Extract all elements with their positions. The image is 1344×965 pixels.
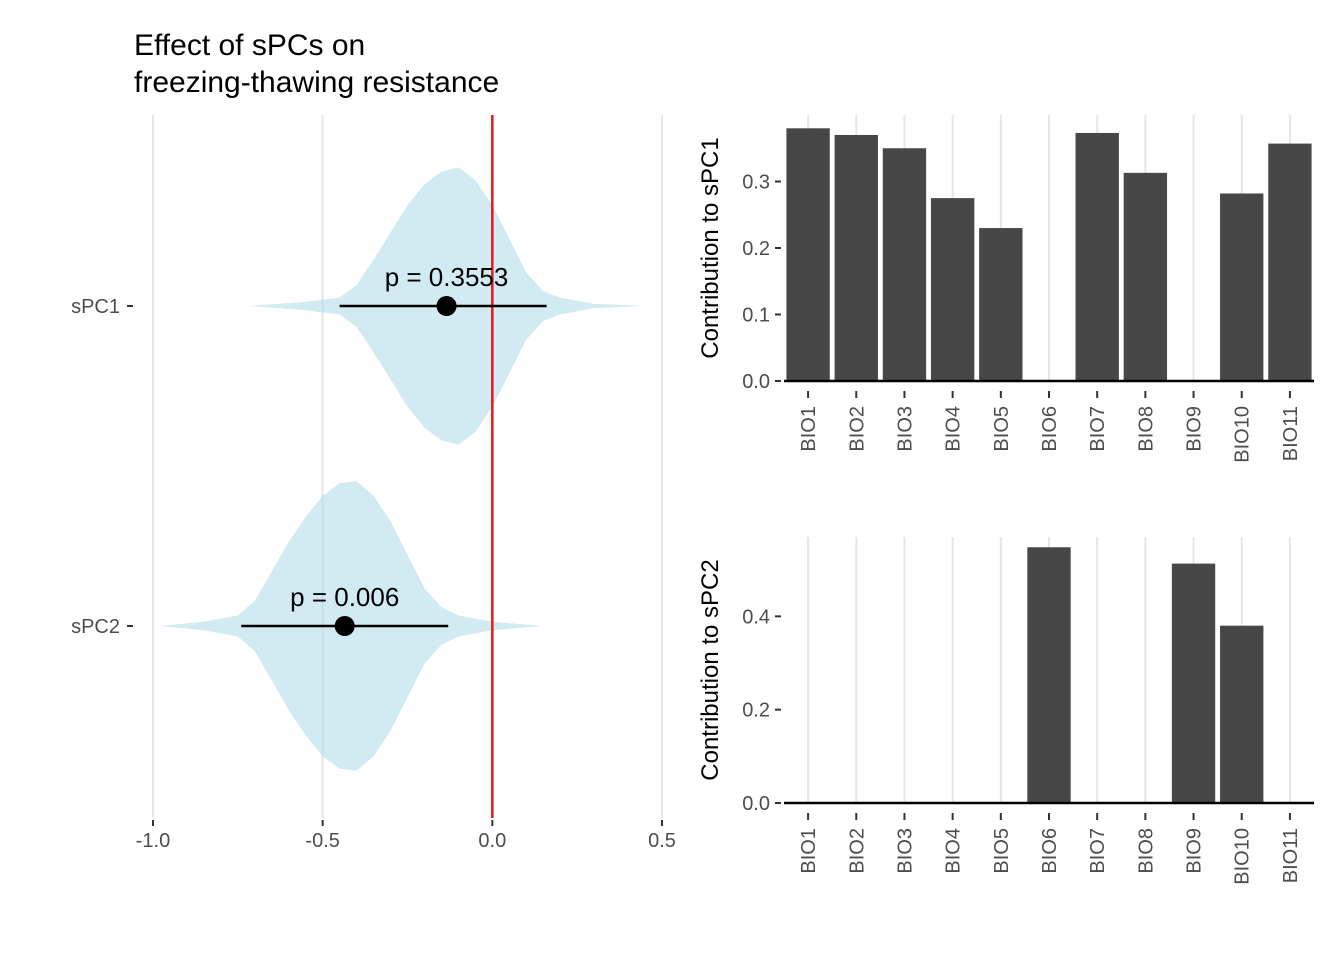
y-tick-label: 0.4	[742, 606, 770, 628]
bar-bio6	[1027, 547, 1071, 803]
x-tick-label-bio8: BIO8	[1135, 828, 1157, 874]
x-tick-label-bio2: BIO2	[846, 828, 868, 874]
x-tick-label-bio9: BIO9	[1184, 406, 1206, 452]
bar-bio7	[1075, 132, 1119, 381]
violins: p = 0.3553 p = 0.006	[159, 115, 645, 818]
y-axis-title: Contribution to sPC2	[697, 559, 724, 780]
y-tick-label-spc2: sPC2	[71, 616, 120, 638]
bar-bio9	[1171, 563, 1216, 803]
y-tick-label: 0.3	[742, 172, 770, 194]
y-tick-label-spc1: sPC1	[71, 296, 120, 318]
x-tick-label: -0.5	[305, 830, 339, 852]
x-tick-label-bio1: BIO1	[798, 406, 820, 452]
y-tick-label: 0.0	[742, 793, 770, 815]
x-tick-label-bio4: BIO4	[943, 406, 965, 452]
x-tick-label-bio7: BIO7	[1087, 828, 1109, 874]
y-axis-title: Contribution to sPC1	[697, 137, 724, 358]
x-tick-label-bio10: BIO10	[1232, 406, 1254, 463]
x-tick-label-bio11: BIO11	[1280, 828, 1302, 883]
bar-panel-spc2: 0.0 0.2 0.4 BIO1 BIO2 BIO3 BIO4 BIO5 BIO6 BIO7 BIO…	[697, 537, 1314, 885]
y-tick-label: 0.2	[742, 700, 770, 722]
x-tick-label: 0.0	[478, 830, 506, 852]
bar-bio3	[882, 148, 927, 381]
x-tick-label-bio9: BIO9	[1184, 828, 1206, 874]
x-tick-label-bio8: BIO8	[1135, 406, 1157, 452]
x-tick-label-bio6: BIO6	[1039, 828, 1061, 874]
bar-bio5	[979, 228, 1023, 381]
violin-x-axis: -1.0 -0.5 0.0 0.5	[136, 820, 676, 852]
x-tick-label-bio10: BIO10	[1232, 828, 1254, 885]
p-value-label-spc2: p = 0.006	[290, 582, 399, 612]
bar-panel-spc1: 0.0 0.1 0.2 0.3 BIO1 BIO2 BIO3 BIO4 BIO5 BIO6 BIO7…	[697, 115, 1314, 463]
x-tick-label-bio3: BIO3	[894, 406, 916, 452]
y-tick-label: 0.1	[742, 305, 770, 327]
y-tick-label: 0.2	[742, 238, 770, 260]
x-tick-label-bio7: BIO7	[1087, 406, 1109, 452]
x-tick-label-bio5: BIO5	[991, 406, 1013, 452]
bar-bio2	[834, 134, 878, 381]
chart-title-line-1: Effect of sPCs on	[134, 29, 365, 62]
median-point-spc2	[334, 616, 355, 636]
chart-title-line-2: freezing-thawing resistance	[134, 66, 499, 99]
violin-panel: Effect of sPCs on freezing-thawing resis…	[71, 29, 676, 852]
x-tick-label-bio6: BIO6	[1039, 406, 1061, 452]
x-tick-label: -1.0	[136, 830, 170, 852]
x-tick-label-bio11: BIO11	[1280, 406, 1302, 461]
bar-bio11	[1268, 143, 1312, 381]
x-tick-label-bio5: BIO5	[991, 828, 1013, 874]
median-point-spc1	[436, 296, 457, 316]
x-tick-label-bio2: BIO2	[846, 406, 868, 452]
bar-bio1	[786, 128, 830, 381]
bar-bio4	[930, 198, 975, 381]
x-tick-label-bio3: BIO3	[894, 828, 916, 874]
x-tick-label: 0.5	[648, 830, 676, 852]
violin-y-axis: sPC1 sPC2	[71, 296, 133, 638]
bar-bio8	[1123, 172, 1168, 381]
p-value-label-spc1: p = 0.3553	[385, 262, 509, 292]
y-tick-label: 0.0	[742, 371, 770, 393]
x-tick-label-bio1: BIO1	[798, 828, 820, 874]
bar-bio10	[1220, 625, 1264, 803]
bar-bio10	[1220, 193, 1264, 381]
x-tick-label-bio4: BIO4	[943, 828, 965, 874]
